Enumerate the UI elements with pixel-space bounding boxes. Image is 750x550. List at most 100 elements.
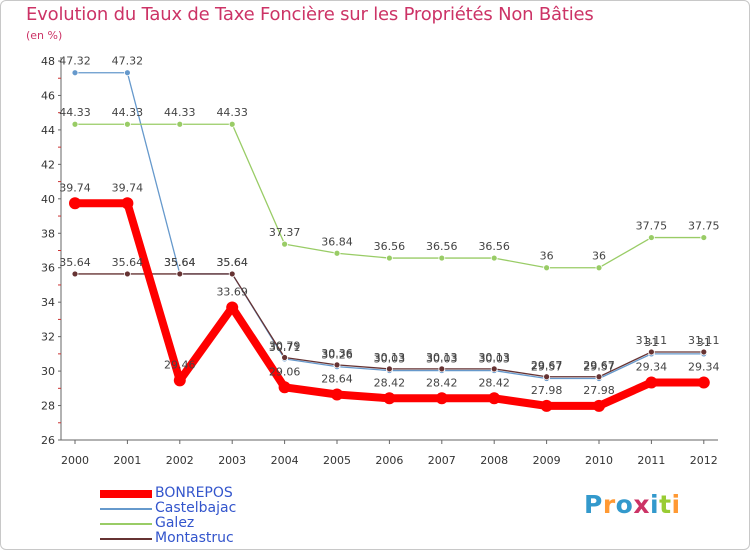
x-tick-label: 2003 xyxy=(218,454,246,467)
data-label-castelbajac: 47.32 xyxy=(112,55,144,68)
logo-letter: P xyxy=(584,490,603,519)
data-point-bonrepos xyxy=(435,392,448,405)
data-label-montastruc: 35.64 xyxy=(216,256,248,269)
y-tick-label: 46 xyxy=(41,89,55,102)
data-point-montastruc xyxy=(71,270,79,278)
data-label-galez: 44.33 xyxy=(59,106,91,119)
legend-swatch-galez xyxy=(100,522,152,525)
data-label-montastruc: 29.67 xyxy=(583,359,615,372)
x-tick-label: 2009 xyxy=(533,454,561,467)
data-point-galez xyxy=(595,264,603,272)
x-tick-label: 2002 xyxy=(166,454,194,467)
data-point-galez xyxy=(281,240,289,248)
data-point-bonrepos xyxy=(645,376,658,389)
x-tick-label: 2012 xyxy=(690,454,718,467)
data-label-bonrepos: 39.74 xyxy=(112,181,144,194)
data-label-castelbajac: 29.57 xyxy=(531,360,563,373)
data-label-montastruc: 30.36 xyxy=(321,347,353,360)
legend-label-castelbajac: Castelbajac xyxy=(155,500,237,516)
y-tick-label: 26 xyxy=(41,434,55,447)
y-tick-label: 30 xyxy=(41,365,55,378)
x-tick-label: 2000 xyxy=(61,454,89,467)
data-point-galez xyxy=(228,120,236,128)
data-point-galez xyxy=(700,234,708,241)
data-label-montastruc: 35.64 xyxy=(112,256,144,269)
data-point-galez xyxy=(543,264,550,272)
y-tick-label: 42 xyxy=(41,158,55,171)
data-label-bonrepos: 29.46 xyxy=(164,358,196,371)
data-label-castelbajac: 31 xyxy=(697,336,711,349)
data-point-bonrepos xyxy=(697,376,710,389)
data-label-bonrepos: 39.74 xyxy=(59,181,91,194)
data-point-castelbajac xyxy=(71,69,79,77)
data-label-bonrepos: 29.06 xyxy=(269,365,301,378)
legend-swatch-montastruc xyxy=(100,537,152,540)
x-tick-label: 2008 xyxy=(480,454,508,467)
logo-letter: x xyxy=(633,490,650,519)
data-point-montastruc xyxy=(438,365,446,373)
data-point-galez xyxy=(648,234,655,241)
data-point-galez xyxy=(438,254,446,262)
data-point-bonrepos xyxy=(383,392,396,405)
data-point-bonrepos xyxy=(69,197,81,210)
data-label-galez: 36.56 xyxy=(426,240,458,253)
y-tick-label: 28 xyxy=(41,400,55,413)
x-tick-label: 2001 xyxy=(113,454,141,467)
data-label-galez: 44.33 xyxy=(216,106,248,119)
data-point-montastruc xyxy=(595,373,603,381)
data-label-galez: 36 xyxy=(592,250,606,263)
data-label-castelbajac: 30.03 xyxy=(478,353,510,366)
data-label-bonrepos: 27.98 xyxy=(583,384,615,397)
data-label-galez: 37.37 xyxy=(269,226,301,239)
data-label-bonrepos: 27.98 xyxy=(531,384,563,397)
data-label-montastruc: 29.67 xyxy=(531,359,563,372)
proxiti-logo: Proxiti xyxy=(584,490,681,519)
data-point-galez xyxy=(71,120,79,128)
y-tick-label: 44 xyxy=(41,124,55,137)
legend-item-galez: Galez xyxy=(100,516,236,531)
data-label-montastruc: 31.11 xyxy=(636,334,668,347)
data-label-galez: 36.56 xyxy=(478,240,510,253)
data-point-bonrepos xyxy=(173,374,186,387)
data-point-montastruc xyxy=(700,348,708,356)
legend-item-castelbajac: Castelbajac xyxy=(100,501,236,516)
data-label-bonrepos: 28.42 xyxy=(374,376,406,389)
data-label-castelbajac: 47.32 xyxy=(59,55,91,68)
data-point-montastruc xyxy=(333,361,341,369)
data-label-montastruc: 30.13 xyxy=(426,351,458,364)
data-label-galez: 37.75 xyxy=(688,220,720,233)
data-point-montastruc xyxy=(176,270,184,278)
legend: BONREPOS Castelbajac Galez Montastruc xyxy=(100,486,236,546)
logo-letter: i xyxy=(650,490,660,519)
data-label-montastruc: 35.64 xyxy=(59,256,91,269)
data-point-montastruc xyxy=(648,348,655,356)
data-point-bonrepos xyxy=(121,197,134,210)
logo-letter: o xyxy=(615,490,634,519)
x-tick-label: 2010 xyxy=(585,454,613,467)
data-point-bonrepos xyxy=(226,301,239,314)
data-label-montastruc: 30.79 xyxy=(269,339,301,352)
data-label-bonrepos: 29.34 xyxy=(688,360,720,373)
legend-label-galez: Galez xyxy=(155,515,195,531)
y-tick-label: 34 xyxy=(41,296,55,309)
data-label-bonrepos: 33.69 xyxy=(216,286,248,299)
y-tick-label: 38 xyxy=(41,227,55,240)
data-point-montastruc xyxy=(228,270,236,278)
data-label-galez: 44.33 xyxy=(112,106,144,119)
chart-subtitle: (en %) xyxy=(26,29,63,42)
x-tick-label: 2007 xyxy=(428,454,456,467)
y-tick-label: 36 xyxy=(41,262,55,275)
legend-swatch-castelbajac xyxy=(100,507,152,510)
data-label-galez: 44.33 xyxy=(164,106,196,119)
data-point-montastruc xyxy=(490,365,498,373)
data-point-bonrepos xyxy=(488,392,501,405)
data-label-galez: 36.56 xyxy=(374,240,406,253)
data-point-bonrepos xyxy=(331,388,343,401)
data-point-montastruc xyxy=(543,373,550,381)
logo-letter: i xyxy=(671,490,681,519)
data-point-montastruc xyxy=(281,354,289,361)
data-point-galez xyxy=(124,120,131,128)
logo-letter: r xyxy=(602,490,616,519)
data-point-montastruc xyxy=(385,365,393,373)
